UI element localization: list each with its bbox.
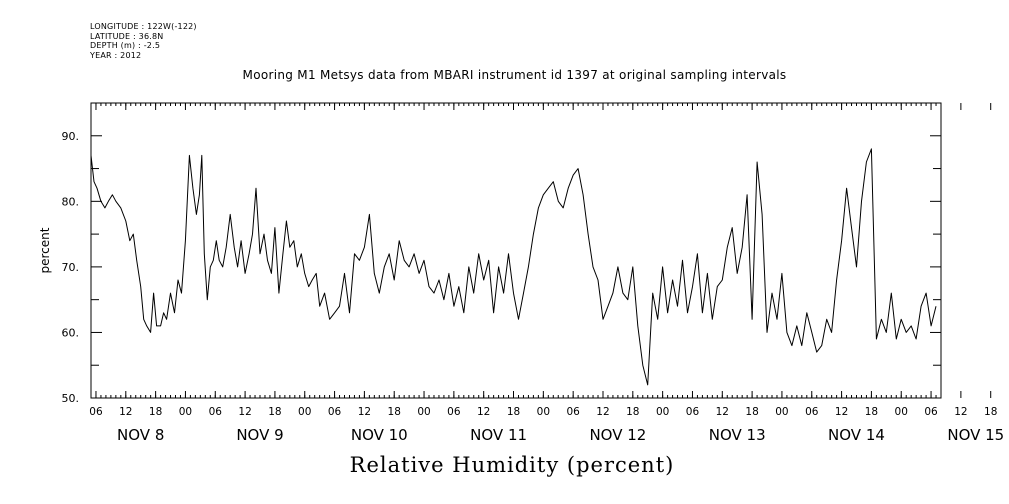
x-tick-label: 18 [626, 406, 639, 418]
x-axis-label: Relative Humidity (percent) [349, 453, 675, 477]
x-day-label: NOV 9 [236, 426, 283, 444]
longitude-text: LONGITUDE : 122W(-122) [90, 22, 197, 31]
x-tick-label: 00 [179, 406, 192, 418]
x-day-label: NOV 10 [351, 426, 408, 444]
y-tick-label: 50. [62, 392, 80, 405]
x-tick-label: 12 [358, 406, 371, 418]
plot-frame [90, 102, 942, 399]
x-tick-label: 18 [865, 406, 878, 418]
x-tick-label: 00 [417, 406, 430, 418]
y-tick-label: 70. [62, 261, 80, 274]
x-tick-label: 06 [924, 406, 938, 418]
x-day-label: NOV 12 [589, 426, 646, 444]
x-tick-label: 12 [119, 406, 132, 418]
latitude-text: LATITUDE : 36.8N [90, 31, 164, 41]
x-tick-label: 12 [716, 406, 729, 418]
y-tick-label: 80. [62, 195, 80, 208]
year-text: YEAR : 2012 [90, 50, 142, 60]
x-tick-label: 06 [805, 406, 819, 418]
x-tick-label: 06 [89, 406, 103, 418]
x-tick-label: 06 [447, 406, 461, 418]
x-tick-label: 00 [537, 406, 550, 418]
x-tick-label: 00 [895, 406, 908, 418]
x-tick-label: 06 [209, 406, 223, 418]
y-axis-label: percent [38, 227, 52, 273]
x-tick-label: 18 [507, 406, 520, 418]
x-tick-label: 06 [566, 406, 580, 418]
x-day-label: NOV 11 [470, 426, 527, 444]
y-tick-label: 60. [62, 326, 80, 339]
x-tick-label: 00 [656, 406, 669, 418]
depth-text: DEPTH (m) : -2.5 [90, 41, 161, 50]
x-tick-label: 18 [268, 406, 281, 418]
y-tick-label: 90. [62, 130, 80, 143]
x-tick-label: 06 [686, 406, 700, 418]
x-tick-label: 18 [745, 406, 758, 418]
x-day-label: NOV 13 [709, 426, 766, 444]
chart-title: Mooring M1 Metsys data from MBARI instru… [242, 68, 787, 82]
metadata-block: LONGITUDE : 122W(-122) LATITUDE : 36.8N … [90, 22, 197, 60]
x-tick-label: 12 [835, 406, 848, 418]
x-tick-label: 06 [328, 406, 342, 418]
x-tick-label: 12 [238, 406, 251, 418]
x-tick-label: 00 [775, 406, 788, 418]
x-tick-label: 12 [477, 406, 490, 418]
x-day-label: NOV 15 [947, 426, 1004, 444]
x-tick-label: 18 [984, 406, 997, 418]
x-tick-label: 00 [298, 406, 311, 418]
x-day-label: NOV 14 [828, 426, 885, 444]
x-tick-label: 18 [149, 406, 162, 418]
x-tick-label: 12 [954, 406, 967, 418]
humidity-line [90, 148, 937, 386]
x-tick-label: 12 [596, 406, 609, 418]
x-day-label: NOV 8 [117, 426, 164, 444]
x-tick-label: 18 [388, 406, 401, 418]
